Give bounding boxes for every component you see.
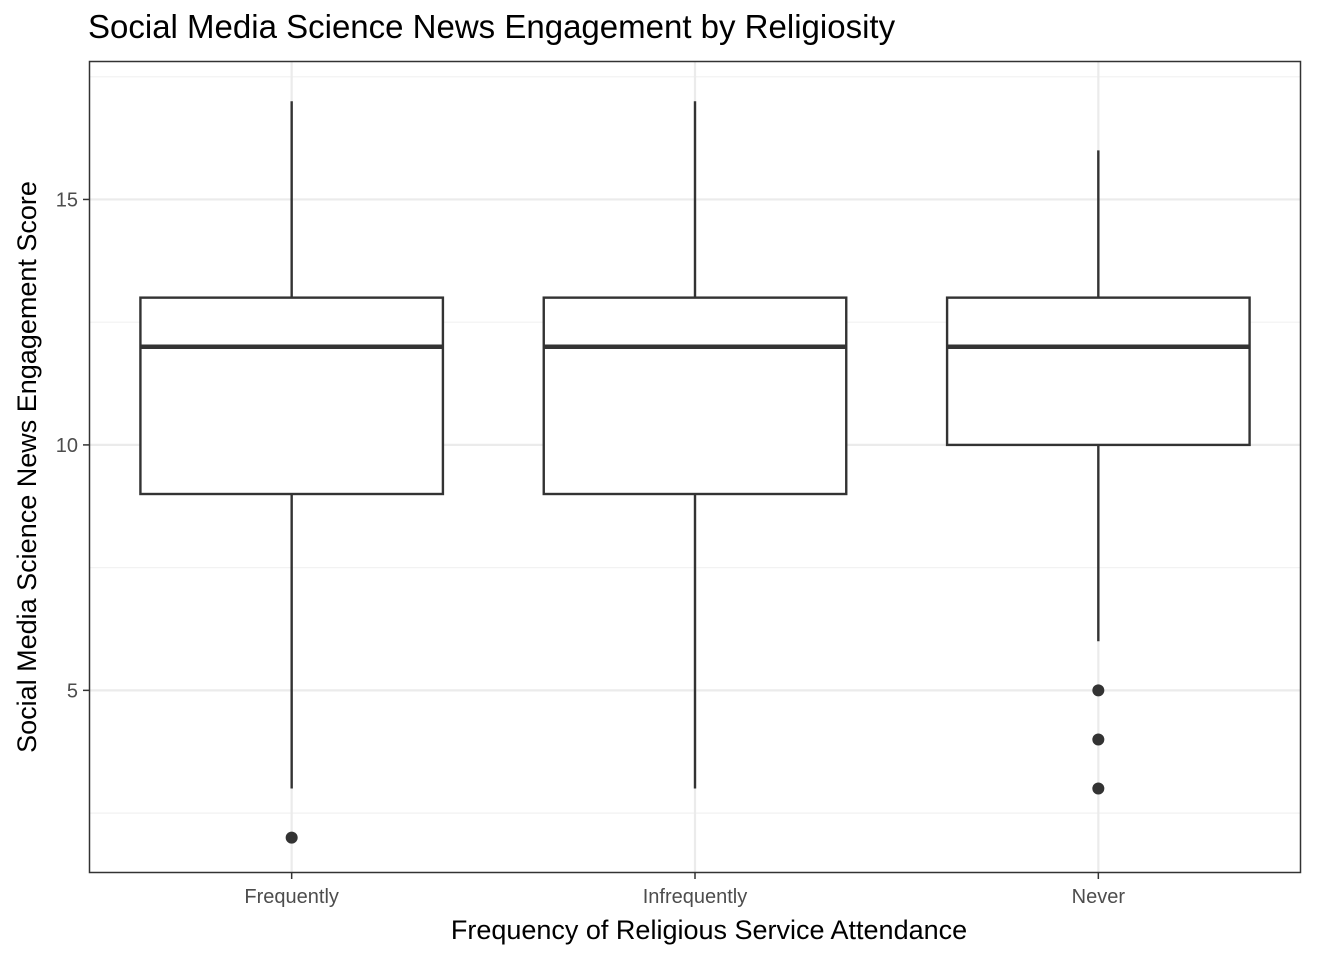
chart-title: Social Media Science News Engagement by …: [88, 8, 896, 45]
outlier-point: [1092, 733, 1105, 746]
iqr-box: [542, 296, 848, 496]
outlier-point: [1092, 684, 1105, 697]
box-never: [945, 150, 1251, 795]
x-tick-label: Frequently: [244, 886, 339, 908]
x-tick-label: Infrequently: [643, 886, 748, 908]
y-tick-label: 10: [56, 435, 78, 457]
box-frequently: [139, 101, 445, 844]
iqr-box: [945, 296, 1251, 447]
outlier-point: [285, 831, 298, 844]
y-axis-title: Social Media Science News Engagement Sco…: [12, 181, 42, 753]
y-tick-label: 15: [56, 189, 78, 211]
boxes: [139, 101, 1251, 844]
y-tick-label: 5: [67, 680, 78, 702]
iqr-box: [139, 296, 445, 496]
box-infrequently: [542, 101, 848, 789]
axes: 5 10 15 Frequently Infrequently Never: [56, 189, 1126, 908]
x-tick-label: Never: [1072, 886, 1126, 908]
outlier-point: [1092, 782, 1105, 795]
x-axis-title: Frequency of Religious Service Attendanc…: [451, 915, 967, 945]
